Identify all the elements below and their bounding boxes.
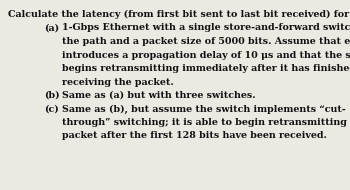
Text: begins retransmitting immediately after it has finished: begins retransmitting immediately after …: [62, 64, 350, 73]
Text: packet after the first 128 bits have been received.: packet after the first 128 bits have bee…: [62, 131, 327, 140]
Text: the path and a packet size of 5000 bits. Assume that each link: the path and a packet size of 5000 bits.…: [62, 37, 350, 46]
Text: (a): (a): [44, 24, 59, 32]
Text: (b): (b): [44, 91, 60, 100]
Text: Same as (b), but assume the switch implements “cut-: Same as (b), but assume the switch imple…: [62, 105, 346, 114]
Text: (c): (c): [44, 105, 59, 113]
Text: introduces a propagation delay of 10 μs and that the switch: introduces a propagation delay of 10 μs …: [62, 51, 350, 59]
Text: Calculate the latency (from first bit sent to last bit received) for:: Calculate the latency (from first bit se…: [8, 10, 350, 19]
Text: through” switching; it is able to begin retransmitting the: through” switching; it is able to begin …: [62, 118, 350, 127]
Text: receiving the packet.: receiving the packet.: [62, 78, 174, 86]
Text: 1-Gbps Ethernet with a single store-and-forward switch in: 1-Gbps Ethernet with a single store-and-…: [62, 24, 350, 32]
Text: Same as (a) but with three switches.: Same as (a) but with three switches.: [62, 91, 255, 100]
